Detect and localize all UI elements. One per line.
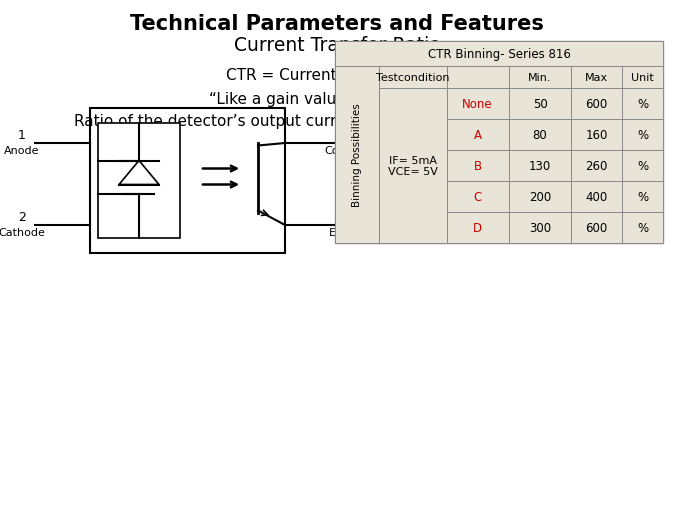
Bar [447, 89, 509, 120]
Text: 160: 160 [585, 129, 608, 142]
Bar [509, 182, 571, 213]
Text: 2: 2 [18, 211, 26, 224]
Text: Technical Parameters and Features: Technical Parameters and Features [130, 14, 544, 34]
Bar [98, 124, 180, 238]
Text: Collector: Collector [324, 146, 374, 156]
Text: IF= 5mA
VCE= 5V: IF= 5mA VCE= 5V [388, 156, 438, 177]
Bar [335, 42, 663, 243]
Bar [379, 89, 447, 243]
Text: %: % [637, 190, 648, 204]
Text: %: % [637, 129, 648, 142]
Text: CTR = Current Transfer Ratio: CTR = Current Transfer Ratio [226, 68, 448, 83]
Text: Testcondition: Testcondition [376, 73, 450, 83]
Bar [447, 67, 509, 89]
Text: Emitter: Emitter [328, 228, 370, 237]
Bar [447, 120, 509, 150]
Text: %: % [637, 98, 648, 111]
Bar [622, 67, 663, 89]
Text: 130: 130 [529, 160, 551, 173]
Text: Max: Max [585, 73, 608, 83]
Text: Ratio of the detector’s output current to the input current at the LED: Ratio of the detector’s output current t… [74, 114, 600, 129]
Text: “Like a gain value for transistors”: “Like a gain value for transistors” [209, 92, 466, 107]
Text: Cathode: Cathode [0, 228, 45, 237]
Bar [571, 182, 622, 213]
Bar [509, 150, 571, 182]
Text: 400: 400 [585, 190, 608, 204]
Bar [509, 89, 571, 120]
Text: 50: 50 [533, 98, 547, 111]
Text: Binning Possibilities: Binning Possibilities [352, 104, 362, 207]
Bar [622, 182, 663, 213]
Bar [509, 213, 571, 243]
Bar [335, 42, 663, 67]
Text: %: % [637, 160, 648, 173]
Text: 200: 200 [529, 190, 551, 204]
Bar [622, 150, 663, 182]
Text: 4: 4 [345, 129, 353, 142]
Bar [571, 120, 622, 150]
Text: 300: 300 [529, 222, 551, 234]
Text: Min.: Min. [529, 73, 551, 83]
Bar [622, 213, 663, 243]
Bar [571, 67, 622, 89]
Bar [447, 213, 509, 243]
Text: 600: 600 [585, 222, 608, 234]
Bar [90, 109, 285, 254]
Bar [622, 120, 663, 150]
Bar [335, 67, 379, 243]
Text: %: % [637, 222, 648, 234]
Text: None: None [462, 98, 493, 111]
Text: 1: 1 [18, 129, 26, 142]
Text: CTR Binning- Series 816: CTR Binning- Series 816 [427, 48, 570, 61]
Bar [509, 120, 571, 150]
Text: 260: 260 [585, 160, 608, 173]
Text: B: B [474, 160, 482, 173]
Text: A: A [474, 129, 482, 142]
Text: 600: 600 [585, 98, 608, 111]
Text: Anode: Anode [4, 146, 40, 156]
Text: 3: 3 [345, 211, 353, 224]
Bar [447, 182, 509, 213]
Bar [622, 89, 663, 120]
Bar [379, 67, 447, 89]
Text: Unit: Unit [631, 73, 654, 83]
Bar [571, 150, 622, 182]
Bar [509, 67, 571, 89]
Text: C: C [474, 190, 482, 204]
Bar [571, 213, 622, 243]
Text: Current Transfer Ratio: Current Transfer Ratio [234, 36, 440, 55]
Bar [447, 150, 509, 182]
Polygon shape [119, 161, 159, 185]
Bar [571, 89, 622, 120]
Text: D: D [473, 222, 482, 234]
Text: 80: 80 [533, 129, 547, 142]
